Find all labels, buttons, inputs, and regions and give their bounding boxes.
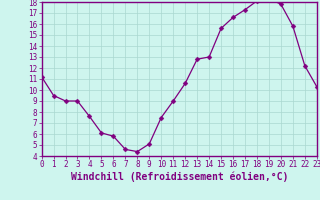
X-axis label: Windchill (Refroidissement éolien,°C): Windchill (Refroidissement éolien,°C)	[70, 172, 288, 182]
